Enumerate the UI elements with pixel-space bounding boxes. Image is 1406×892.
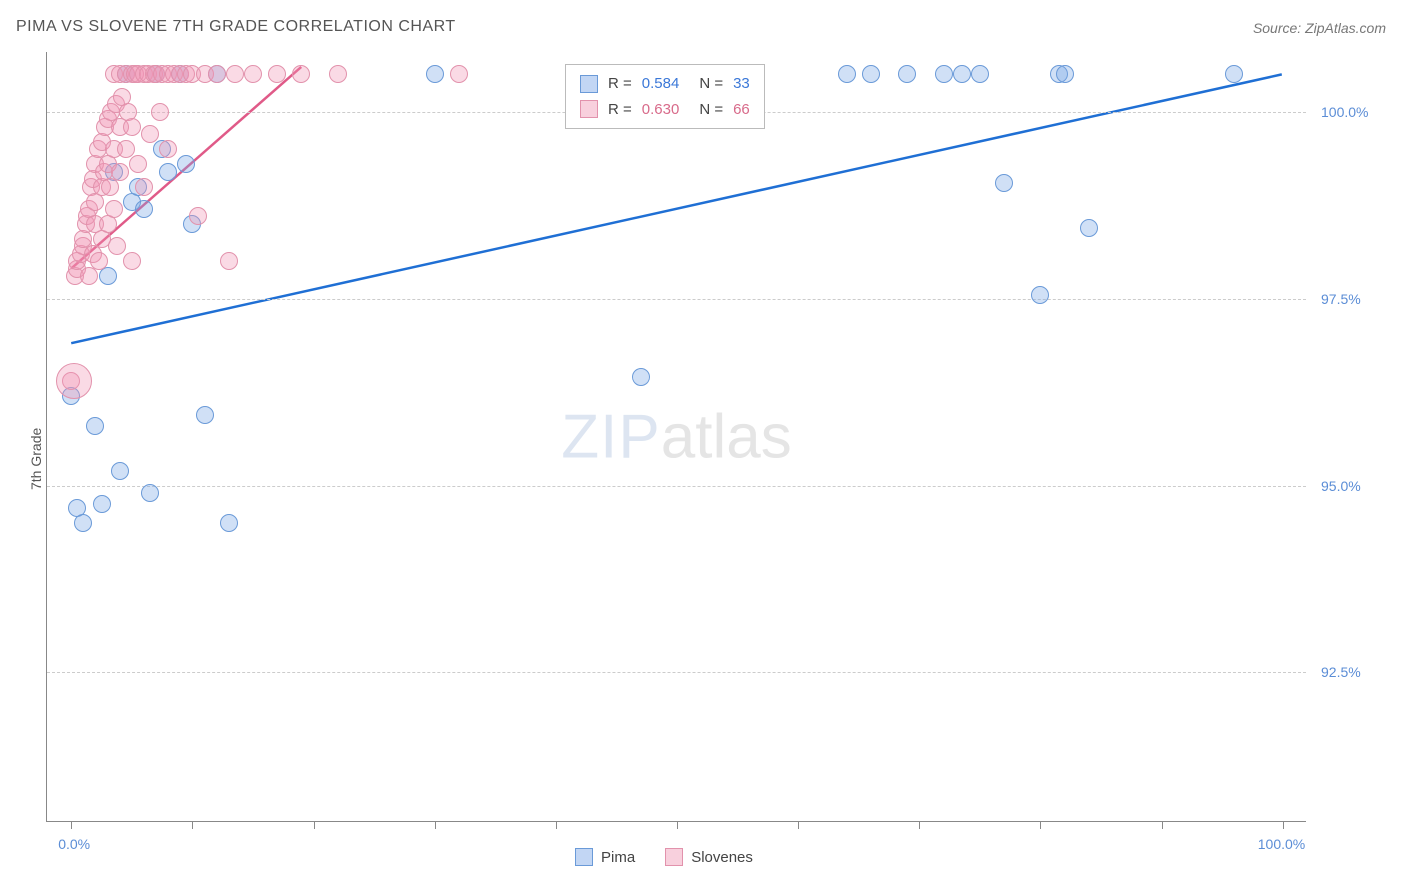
data-point <box>220 252 238 270</box>
data-point <box>226 65 244 83</box>
x-tick <box>435 821 436 829</box>
legend-swatch <box>665 848 683 866</box>
data-point <box>86 417 104 435</box>
data-point <box>196 406 214 424</box>
data-point <box>971 65 989 83</box>
watermark: ZIPatlas <box>561 401 791 472</box>
chart-title: PIMA VS SLOVENE 7TH GRADE CORRELATION CH… <box>16 18 456 36</box>
data-point <box>935 65 953 83</box>
data-point <box>123 118 141 136</box>
stats-box: R =0.584N =33R =0.630N =66 <box>565 64 765 129</box>
data-point <box>129 155 147 173</box>
x-tick <box>919 821 920 829</box>
bottom-legend: Pima Slovenes <box>575 848 753 866</box>
data-point <box>111 462 129 480</box>
data-point <box>74 514 92 532</box>
y-tick-label: 92.5% <box>1321 664 1361 680</box>
data-point <box>117 140 135 158</box>
data-point <box>105 200 123 218</box>
legend-label: Pima <box>601 849 635 866</box>
stats-row: R =0.630N =66 <box>580 97 750 123</box>
legend-item: Slovenes <box>665 848 753 866</box>
gridline <box>47 299 1306 300</box>
y-tick-label: 100.0% <box>1321 104 1368 120</box>
data-point <box>159 140 177 158</box>
chart-source: Source: ZipAtlas.com <box>1253 20 1386 36</box>
data-point <box>329 65 347 83</box>
legend-swatch <box>575 848 593 866</box>
x-axis-min-label: 0.0% <box>58 836 90 852</box>
data-point <box>292 65 310 83</box>
data-point <box>862 65 880 83</box>
chart-container: PIMA VS SLOVENE 7TH GRADE CORRELATION CH… <box>0 0 1406 892</box>
y-tick-label: 97.5% <box>1321 291 1361 307</box>
data-point <box>995 174 1013 192</box>
data-point <box>90 252 108 270</box>
data-point <box>141 125 159 143</box>
x-axis-max-label: 100.0% <box>1258 836 1305 852</box>
x-tick <box>1162 821 1163 829</box>
data-point <box>953 65 971 83</box>
data-point <box>189 207 207 225</box>
data-point <box>838 65 856 83</box>
x-tick <box>677 821 678 829</box>
gridline <box>47 672 1306 673</box>
data-point <box>426 65 444 83</box>
data-point <box>208 65 226 83</box>
data-point <box>632 368 650 386</box>
legend-swatch <box>580 75 598 93</box>
x-tick <box>71 821 72 829</box>
plot-area: ZIPatlas <box>46 52 1306 822</box>
data-point <box>159 163 177 181</box>
data-point <box>1225 65 1243 83</box>
x-tick <box>556 821 557 829</box>
x-tick <box>192 821 193 829</box>
data-point <box>1080 219 1098 237</box>
data-point <box>1031 286 1049 304</box>
data-point <box>151 103 169 121</box>
data-point <box>177 155 195 173</box>
data-point <box>268 65 286 83</box>
x-tick <box>1040 821 1041 829</box>
data-point <box>135 178 153 196</box>
data-point <box>898 65 916 83</box>
x-tick <box>314 821 315 829</box>
gridline <box>47 486 1306 487</box>
x-tick <box>1283 821 1284 829</box>
data-point <box>93 495 111 513</box>
watermark-atlas: atlas <box>661 402 792 471</box>
data-point <box>141 484 159 502</box>
legend-label: Slovenes <box>691 849 753 866</box>
stats-row: R =0.584N =33 <box>580 71 750 97</box>
data-point <box>244 65 262 83</box>
trend-lines <box>47 52 1306 821</box>
y-axis-title: 7th Grade <box>28 428 44 490</box>
legend-item: Pima <box>575 848 635 866</box>
y-tick-label: 95.0% <box>1321 478 1361 494</box>
data-point <box>450 65 468 83</box>
data-point <box>123 252 141 270</box>
watermark-zip: ZIP <box>561 402 660 471</box>
data-point <box>1056 65 1074 83</box>
legend-swatch <box>580 100 598 118</box>
data-point-large <box>56 363 92 399</box>
x-tick <box>798 821 799 829</box>
data-point <box>111 163 129 181</box>
data-point <box>108 237 126 255</box>
data-point <box>135 200 153 218</box>
data-point <box>220 514 238 532</box>
